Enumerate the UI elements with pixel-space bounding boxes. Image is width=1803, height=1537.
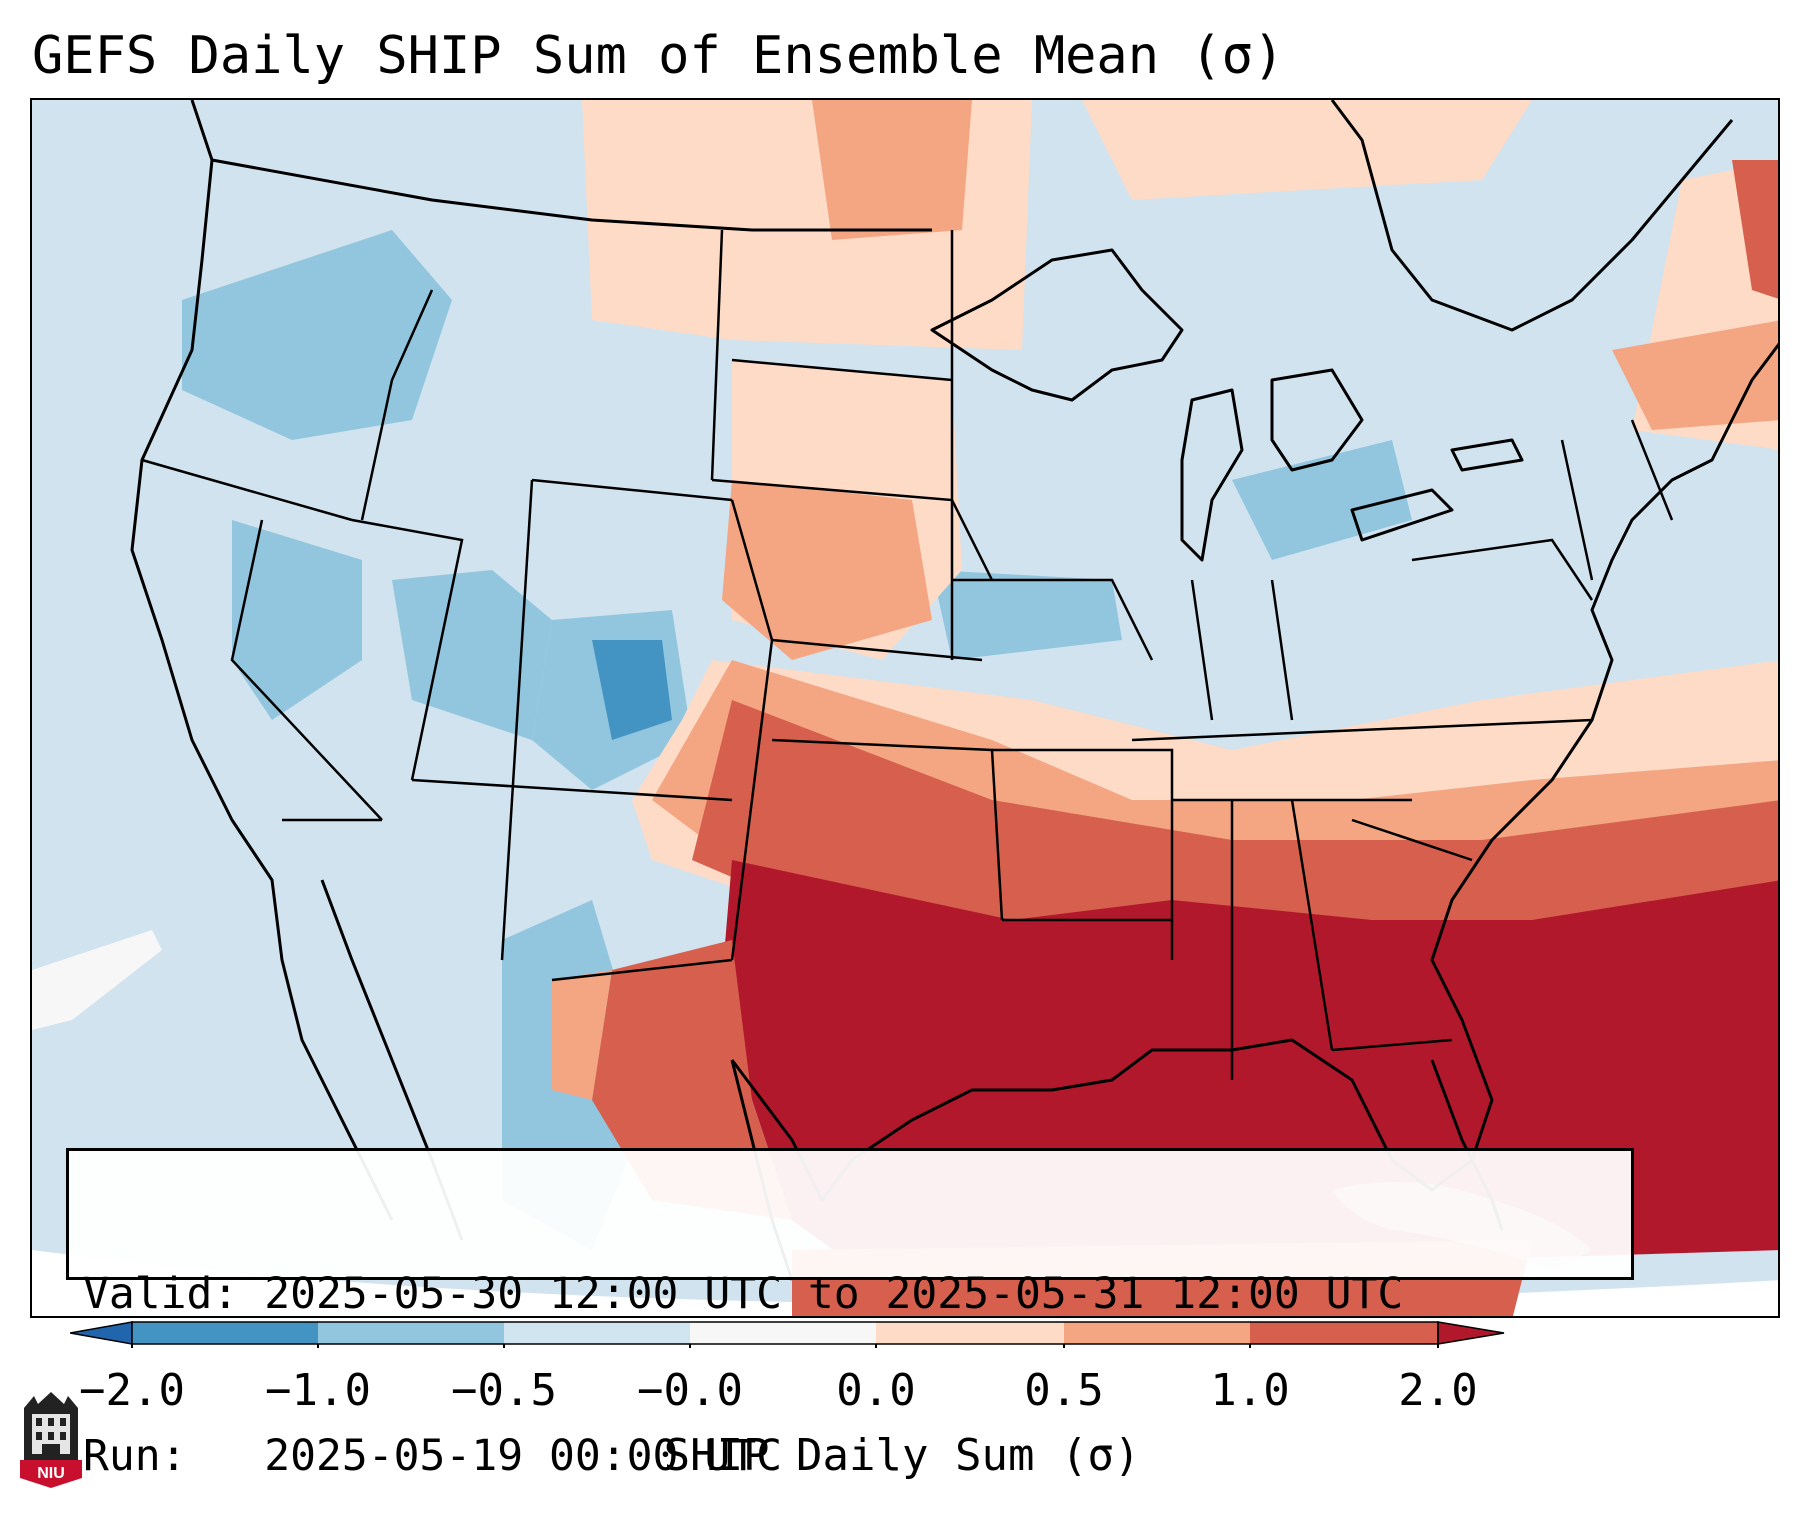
colorbar-extend-low xyxy=(70,1321,133,1345)
border-az-ut-nm-north xyxy=(411,778,733,802)
cool-anomaly-northwest xyxy=(182,230,452,440)
warm-anomaly-saskatchewan xyxy=(812,100,972,240)
border-nm-south xyxy=(551,958,733,982)
colorbar-segment xyxy=(690,1322,876,1344)
colorbar xyxy=(70,1321,1505,1348)
colorbar-tick-label: −0.5 xyxy=(451,1365,557,1416)
warm-anomaly-nebraska xyxy=(722,480,932,660)
border-nd-sd xyxy=(731,358,953,382)
border-ne-ks xyxy=(771,638,983,662)
cool-anomaly-nevada xyxy=(232,520,362,720)
border-ut-co-nm xyxy=(500,479,534,961)
warm-anomaly-newfoundland xyxy=(1612,320,1778,430)
border-wy-south xyxy=(531,478,733,502)
border-id-west xyxy=(360,289,434,521)
border-ga-sc xyxy=(1351,818,1473,862)
valid-time-line: Valid: 2025-05-30 12:00 UTC to 2025-05-3… xyxy=(83,1269,1404,1319)
chart-title: GEFS Daily SHIP Sum of Ensemble Mean (σ) xyxy=(32,26,1285,86)
pacific-coastline xyxy=(130,100,394,1221)
cool-anomaly-great-lakes xyxy=(1232,440,1412,560)
border-or-ca xyxy=(141,458,353,522)
border-pa xyxy=(1411,538,1594,601)
colorbar-tick-label: 2.0 xyxy=(1398,1365,1478,1416)
colorbar-tick-label: −0.0 xyxy=(637,1365,743,1416)
colorbar-tick-label: 0.5 xyxy=(1024,1365,1104,1416)
colorbar-tick-label: 0.0 xyxy=(836,1365,916,1416)
validity-info-box: Valid: 2025-05-30 12:00 UTC to 2025-05-3… xyxy=(66,1148,1634,1481)
colorbar-segment xyxy=(132,1322,318,1344)
colorbar-tick-label: −2.0 xyxy=(79,1365,185,1416)
hudson-coastline xyxy=(1330,100,1734,332)
warm-anomaly-hudson xyxy=(1082,100,1532,200)
cool-anomaly-utah xyxy=(392,570,552,740)
colorbar-segment xyxy=(876,1322,1064,1344)
border-in-oh xyxy=(1270,579,1294,721)
colorbar-segment xyxy=(504,1322,690,1344)
state-borders xyxy=(141,229,1674,1080)
cool-anomaly-iowa xyxy=(932,570,1122,660)
border-tn-ky-va xyxy=(1131,718,1593,742)
gulf-atlantic-coastline xyxy=(730,342,1778,1202)
border-nv-ut xyxy=(351,518,464,781)
border-ca-nv xyxy=(230,519,383,821)
warm-anomaly-labrador xyxy=(1732,160,1778,299)
colorbar-segment xyxy=(1064,1322,1250,1344)
border-ar-ms xyxy=(992,748,1174,960)
lake-huron xyxy=(1270,368,1364,472)
border-fl-north xyxy=(1331,1038,1453,1052)
run-time-line: Run: 2025-05-19 00:00 UTC xyxy=(83,1431,782,1481)
lake-ontario xyxy=(1450,438,1524,472)
colorbar-tick-label: −1.0 xyxy=(265,1365,371,1416)
strong-cool-anomaly-colorado xyxy=(592,640,672,740)
lake-erie xyxy=(1350,488,1454,542)
colorbar-segment xyxy=(318,1322,504,1344)
colorbar-segment xyxy=(1250,1322,1438,1344)
colorbar-segments xyxy=(70,1321,1505,1348)
lake-superior xyxy=(930,248,1184,402)
map-svg xyxy=(32,100,1778,1316)
colorbar-label: SHIP Daily Sum (σ) xyxy=(663,1430,1141,1481)
warm-anomaly-rio-grande xyxy=(552,970,612,1100)
border-ia xyxy=(952,578,1154,661)
coastlines xyxy=(130,100,1778,1281)
niu-logo: NIU xyxy=(20,1392,82,1488)
border-mt-dakotas xyxy=(710,229,724,481)
canada-border xyxy=(211,158,932,232)
border-il-in xyxy=(1190,579,1214,721)
border-al-ga xyxy=(1290,799,1334,1051)
lake-michigan xyxy=(1180,388,1244,562)
map-panel xyxy=(30,98,1780,1318)
svg-text:NIU: NIU xyxy=(37,1465,65,1482)
colorbar-outline xyxy=(131,1321,1439,1345)
neutral-patch xyxy=(32,930,162,1030)
colorbar-extend-high xyxy=(1437,1321,1505,1345)
border-new-england xyxy=(1630,419,1674,521)
border-ny-east xyxy=(1560,439,1594,581)
colorbar-tick-label: 1.0 xyxy=(1210,1365,1290,1416)
